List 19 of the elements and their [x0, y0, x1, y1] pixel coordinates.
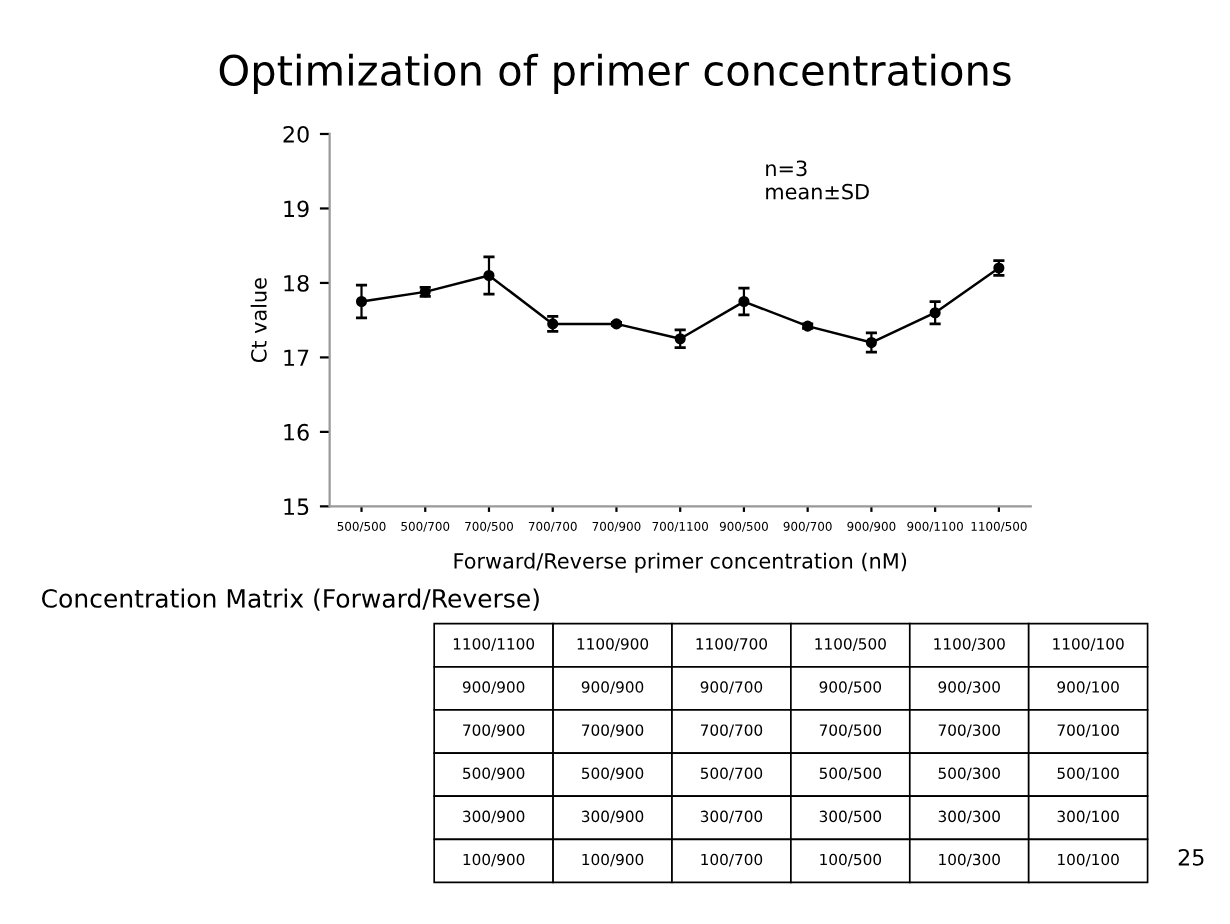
y-tick-label: 19 — [284, 200, 309, 218]
annotation: n=3 mean±SD — [766, 160, 869, 200]
text: 25 — [1178, 848, 1204, 866]
point — [674, 333, 686, 345]
y-axis-title: Ct value — [250, 278, 267, 363]
y-tick-label: 16 — [284, 423, 309, 441]
point — [865, 336, 877, 349]
text: Concentration Matrix (Forward/Reverse) — [41, 588, 539, 611]
y-tick-label: 20 — [283, 125, 309, 143]
y-tick-label: 15 — [284, 498, 309, 516]
y-tick-label: 17 — [284, 349, 309, 366]
point — [929, 307, 941, 319]
chart-title: Optimization of primer concentrations — [219, 53, 1011, 95]
x-axis-title: Forward/Reverse primer concentration (nM) — [454, 552, 907, 573]
point — [738, 295, 750, 308]
point — [355, 295, 368, 308]
point — [610, 318, 623, 330]
y-tick-label: 18 — [284, 274, 309, 292]
point — [483, 269, 495, 282]
